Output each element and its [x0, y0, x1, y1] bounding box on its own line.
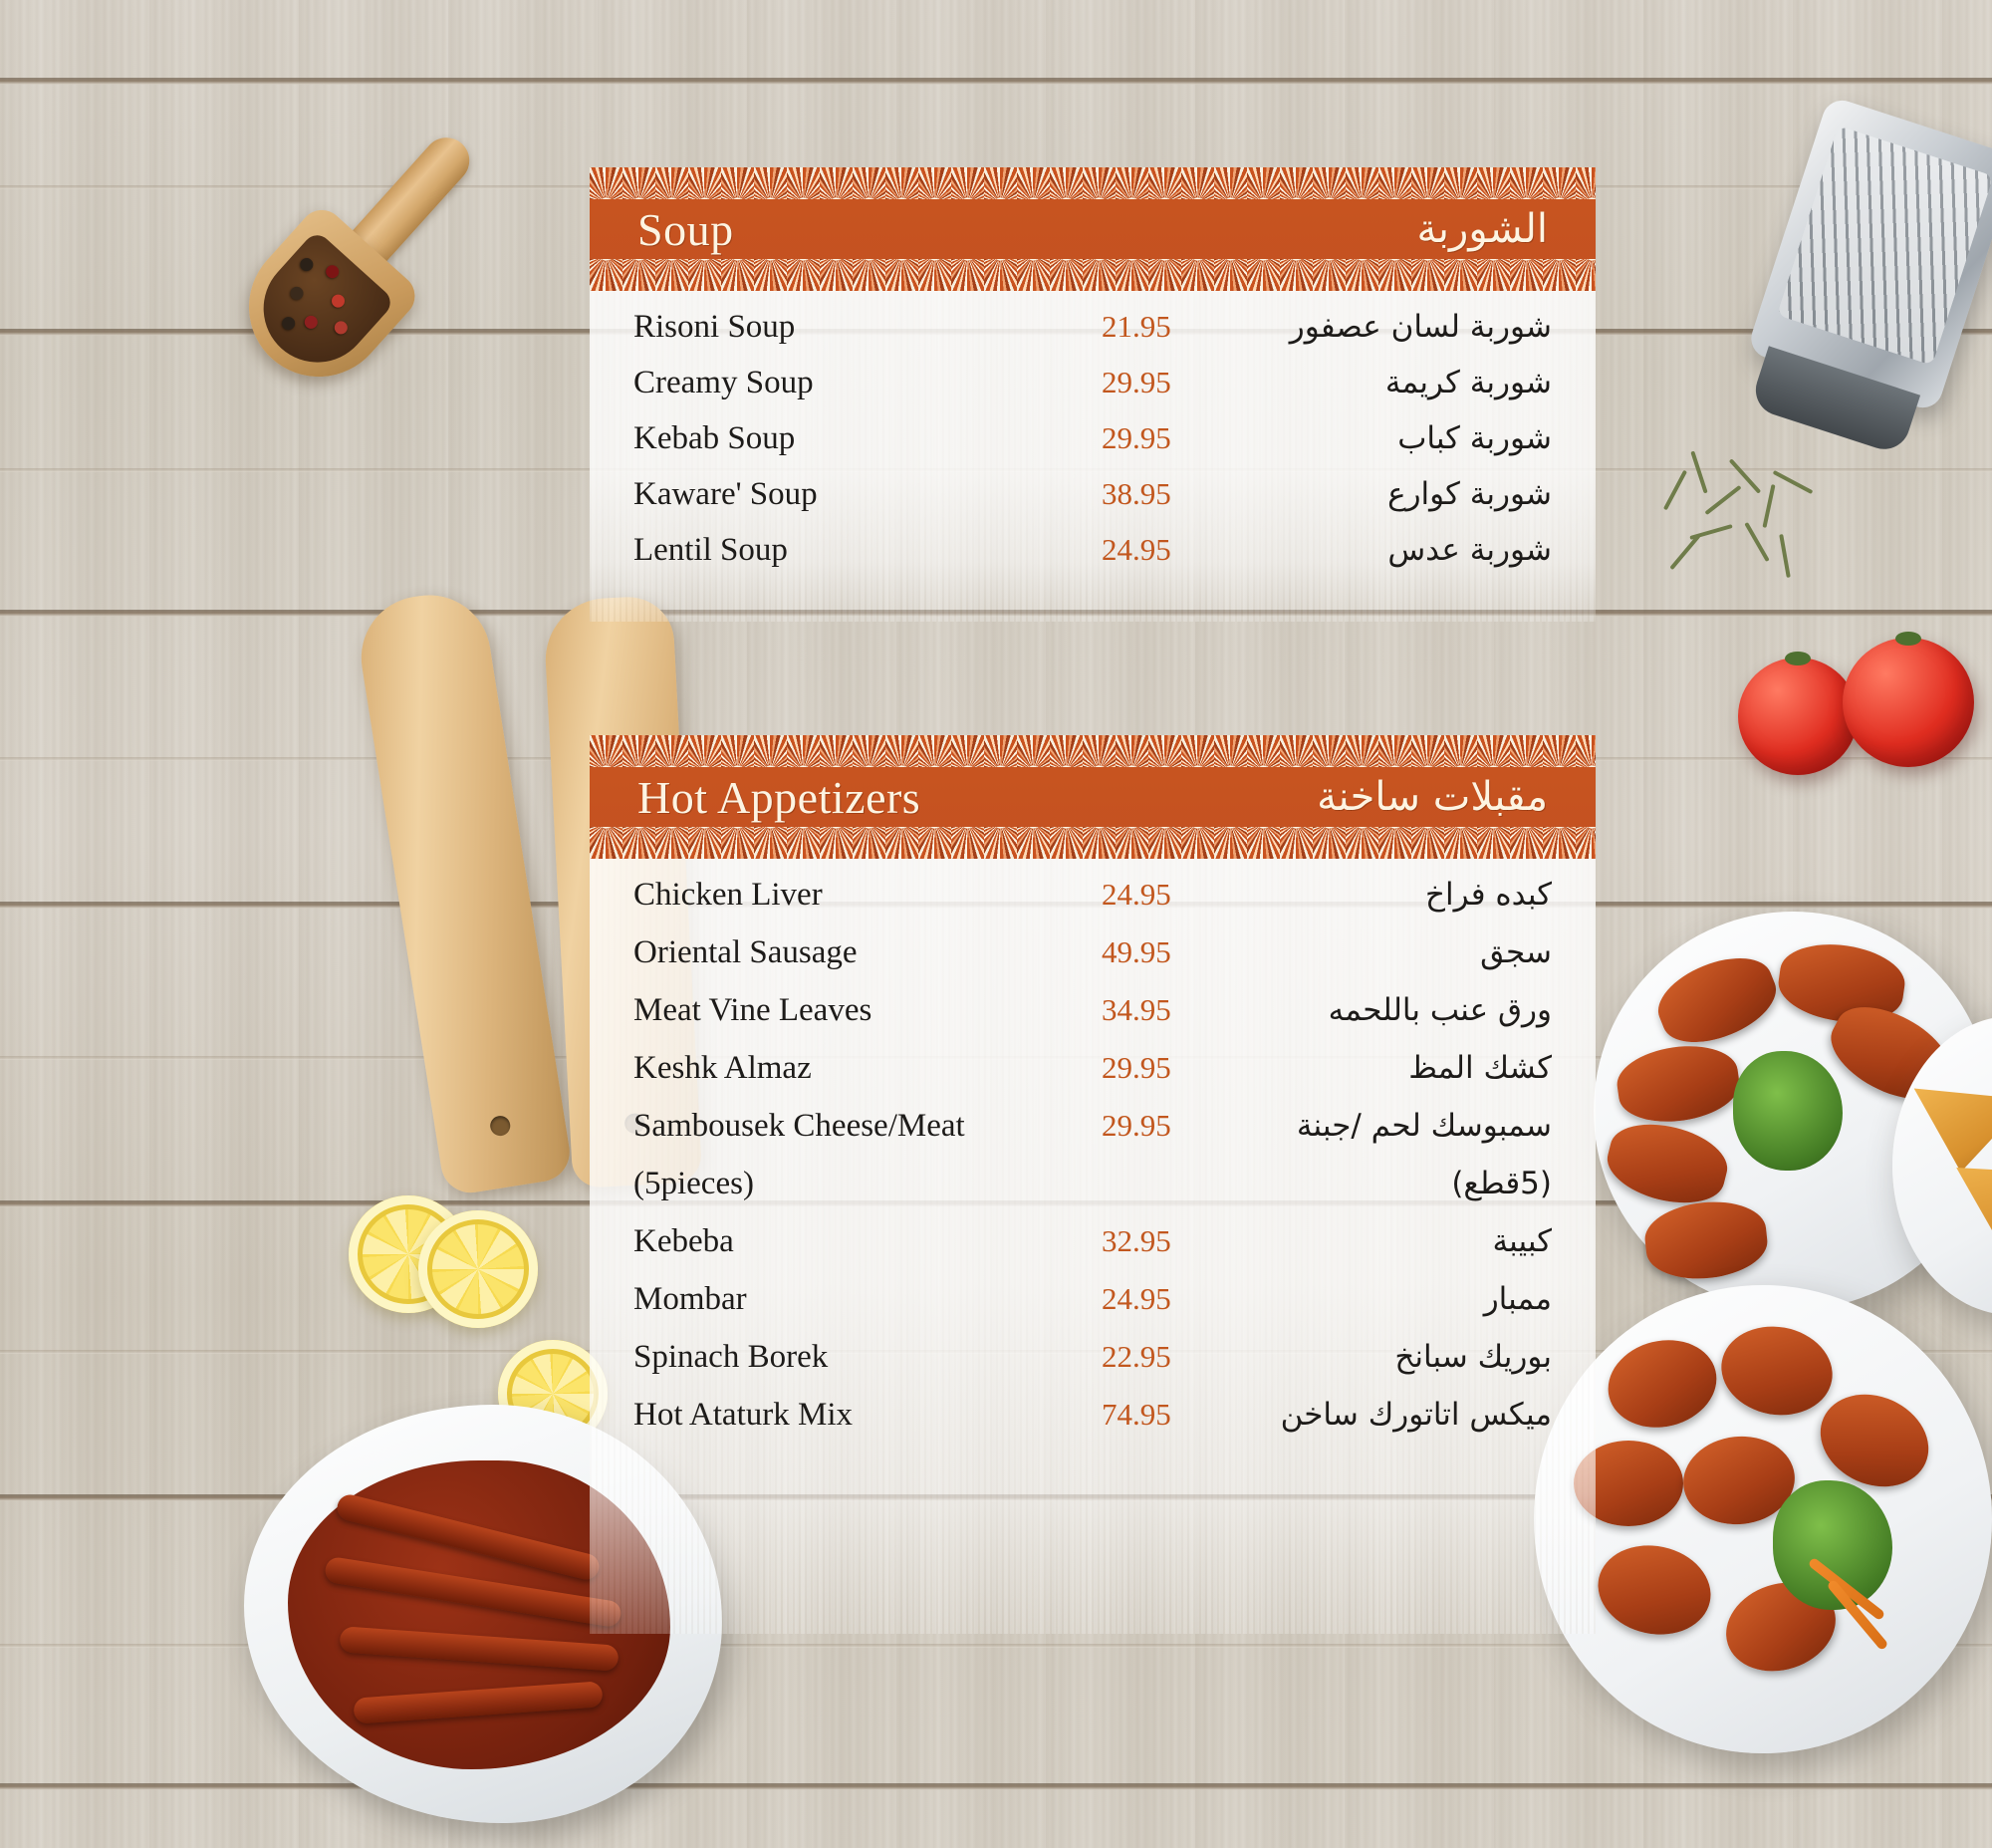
item-name-ar: (5قطع) [1451, 1166, 1552, 1201]
item-name-ar: شوربة كباب [1397, 420, 1552, 456]
item-price: 49.95 [1102, 934, 1171, 969]
ornament-border-top-icon [590, 167, 1596, 199]
item-name-ar: شوربة كوارع [1387, 476, 1552, 512]
ornament-border-top-icon [590, 735, 1596, 767]
item-name-en: Oriental Sausage [633, 934, 858, 970]
menu-item-row[interactable]: Risoni Soup 21.95 شوربة لسان عصفور [633, 309, 1552, 365]
item-name-ar: بوريك سبانخ [1394, 1339, 1552, 1375]
menu-item-row[interactable]: Meat Vine Leaves 34.95 ورق عنب باللحمه [633, 992, 1552, 1050]
item-name-ar: شوربة عدس [1387, 532, 1552, 568]
item-name-en: Kaware' Soup [633, 476, 818, 512]
menu-item-row[interactable]: Creamy Soup 29.95 شوربة كريمة [633, 365, 1552, 420]
item-name-ar: سجق [1480, 934, 1552, 970]
item-name-ar: سمبوسك لحم /جبنة [1296, 1108, 1552, 1144]
item-price: 24.95 [1102, 532, 1171, 567]
item-name-ar: كبده فراخ [1424, 877, 1552, 913]
section-title-en: Hot Appetizers [637, 771, 921, 823]
menu-item-row[interactable]: Lentil Soup 24.95 شوربة عدس [633, 532, 1552, 588]
item-price: 29.95 [1102, 1050, 1171, 1085]
item-price: 29.95 [1102, 1108, 1171, 1143]
item-price: 32.95 [1102, 1223, 1171, 1258]
item-name-en: Keshk Almaz [633, 1050, 812, 1086]
menu-item-row[interactable]: Mombar 24.95 ممبار [633, 1281, 1552, 1339]
item-price: 34.95 [1102, 992, 1171, 1027]
menu-item-row[interactable]: Chicken Liver 24.95 كبده فراخ [633, 877, 1552, 934]
item-name-en: (5pieces) [633, 1166, 754, 1201]
section-header-soup: Soup الشوربة [590, 167, 1596, 291]
item-price: 38.95 [1102, 476, 1171, 511]
menu-section-soup: Soup الشوربة Risoni Soup 21.95 شوربة لسا… [590, 167, 1596, 622]
menu-item-row[interactable]: Kebeba 32.95 كبيبة [633, 1223, 1552, 1281]
item-name-en: Chicken Liver [633, 877, 823, 913]
item-name-en: Lentil Soup [633, 532, 788, 568]
item-name-en: Kebab Soup [633, 420, 796, 456]
item-price: 24.95 [1102, 877, 1171, 912]
item-price: 29.95 [1102, 365, 1171, 399]
item-name-en: Hot Ataturk Mix [633, 1397, 853, 1433]
ornament-border-bottom-icon [590, 259, 1596, 291]
item-price: 24.95 [1102, 1281, 1171, 1316]
item-price: 21.95 [1102, 309, 1171, 344]
menu-item-row[interactable]: Kebab Soup 29.95 شوربة كباب [633, 420, 1552, 476]
item-name-ar: كبيبة [1492, 1223, 1552, 1259]
item-name-en: Risoni Soup [633, 309, 796, 345]
item-name-ar: شوربة كريمة [1384, 365, 1552, 400]
item-name-ar: ممبار [1483, 1281, 1552, 1317]
item-name-en: Creamy Soup [633, 365, 814, 400]
menu-item-row[interactable]: Oriental Sausage 49.95 سجق [633, 934, 1552, 992]
item-name-en: Kebeba [633, 1223, 734, 1259]
menu-list-soup: Risoni Soup 21.95 شوربة لسان عصفور Cream… [590, 291, 1596, 622]
item-name-ar: شوربة لسان عصفور [1289, 309, 1552, 345]
menu-section-hot-appetizers: Hot Appetizers مقبلات ساخنة Chicken Live… [590, 735, 1596, 1634]
item-name-ar: ميكس اتاتورك ساخن [1280, 1397, 1552, 1433]
menu-item-row[interactable]: Hot Ataturk Mix 74.95 ميكس اتاتورك ساخن [633, 1397, 1552, 1454]
section-title-en: Soup [637, 203, 734, 255]
item-name-en: Spinach Borek [633, 1339, 829, 1375]
item-price: 74.95 [1102, 1397, 1171, 1432]
menu-item-row[interactable]: Spinach Borek 22.95 بوريك سبانخ [633, 1339, 1552, 1397]
menu-item-row[interactable]: Sambousek Cheese/Meat 29.95 سمبوسك لحم /… [633, 1108, 1552, 1166]
ornament-border-bottom-icon [590, 827, 1596, 859]
item-name-ar: كشك المظ [1408, 1050, 1552, 1086]
item-price: 22.95 [1102, 1339, 1171, 1374]
item-name-ar: ورق عنب باللحمه [1328, 992, 1552, 1028]
menu-item-row[interactable]: Kaware' Soup 38.95 شوربة كوارع [633, 476, 1552, 532]
section-title-ar: الشوربة [1416, 206, 1548, 252]
item-name-en: Sambousek Cheese/Meat [633, 1108, 965, 1144]
item-name-en: Mombar [633, 1281, 747, 1317]
menu-item-row[interactable]: Keshk Almaz 29.95 كشك المظ [633, 1050, 1552, 1108]
section-title-ar: مقبلات ساخنة [1317, 774, 1548, 820]
item-name-en: Meat Vine Leaves [633, 992, 872, 1028]
section-header-hot-appetizers: Hot Appetizers مقبلات ساخنة [590, 735, 1596, 859]
menu-item-row-subline[interactable]: (5pieces) (5قطع) [633, 1166, 1552, 1223]
item-price: 29.95 [1102, 420, 1171, 455]
menu-list-hot-appetizers: Chicken Liver 24.95 كبده فراخ Oriental S… [590, 859, 1596, 1634]
